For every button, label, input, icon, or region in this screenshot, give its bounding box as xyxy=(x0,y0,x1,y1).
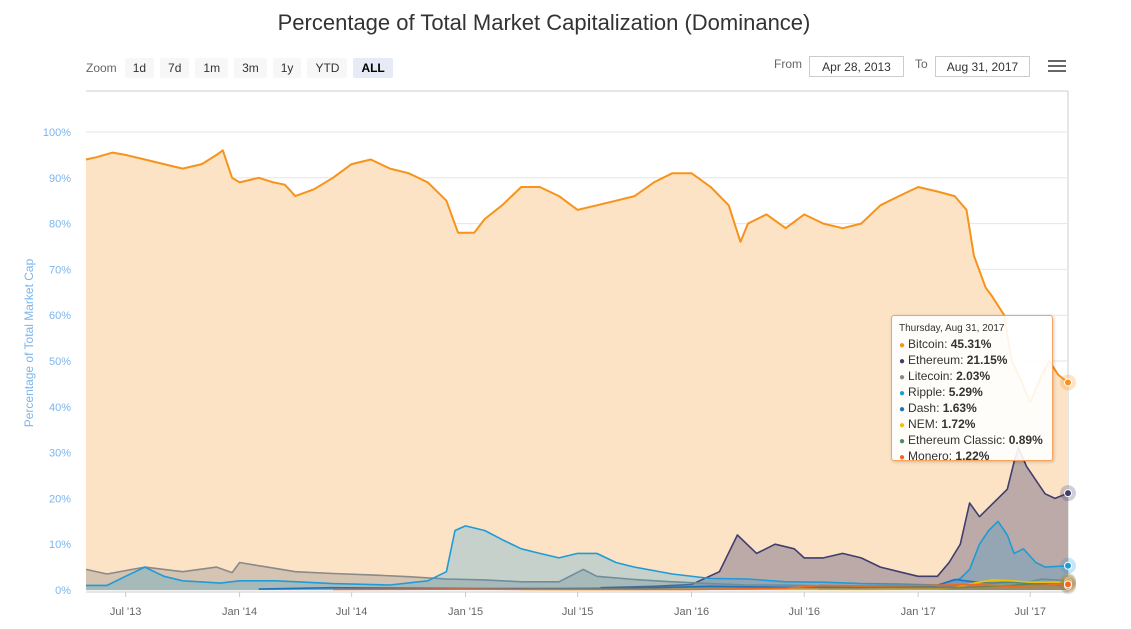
series-area-ripple xyxy=(86,521,1068,590)
x-tick-label: Jan '15 xyxy=(448,606,483,618)
tooltip: Thursday, Aug 31, 2017 ● Bitcoin: 45.31% … xyxy=(891,315,1053,463)
bullet-icon: ● xyxy=(899,452,906,463)
tooltip-row-ethereum-classic: ● Ethereum Classic: 0.89% xyxy=(899,433,1043,447)
y-tick-label: 100% xyxy=(43,127,71,139)
chart-menu-icon[interactable] xyxy=(1048,60,1066,76)
from-label: From xyxy=(774,57,802,71)
zoom-bar: Zoom 1d 7d 1m 3m 1y YTD ALL xyxy=(86,57,393,79)
y-tick-label: 60% xyxy=(49,310,71,322)
hover-point-bitcoin xyxy=(1064,378,1072,387)
zoom-label: Zoom xyxy=(86,61,117,75)
tooltip-row-bitcoin: ● Bitcoin: 45.31% xyxy=(899,337,992,351)
series-line-bitcoin xyxy=(85,149,1069,404)
tooltip-row-dash: ● Dash: 1.63% xyxy=(899,401,977,415)
y-tick-label: 0% xyxy=(55,585,71,597)
zoom-1y-button[interactable]: 1y xyxy=(272,58,302,78)
y-tick-label: 50% xyxy=(49,356,71,368)
zoom-1m-button[interactable]: 1m xyxy=(195,58,229,78)
x-tick-label: Jul '16 xyxy=(789,606,820,618)
zoom-7d-button[interactable]: 7d xyxy=(160,58,190,78)
series-area-nem xyxy=(521,579,1068,590)
bullet-icon: ● xyxy=(899,340,906,351)
series-line-ripple xyxy=(86,520,1069,587)
y-tick-label: 20% xyxy=(49,493,71,505)
tooltip-row-monero: ● Monero: 1.22% xyxy=(899,449,990,463)
hover-point-ripple xyxy=(1064,561,1072,570)
zoom-all-button[interactable]: ALL xyxy=(353,58,393,78)
tooltip-row-litecoin: ● Litecoin: 2.03% xyxy=(899,369,991,383)
tooltip-row-nem: ● NEM: 1.72% xyxy=(899,417,976,431)
tooltip-row-ethereum: ● Ethereum: 21.15% xyxy=(899,353,1008,367)
x-tick-label: Jan '17 xyxy=(901,606,936,618)
y-tick-label: 30% xyxy=(49,448,71,460)
zoom-3m-button[interactable]: 3m xyxy=(234,58,267,78)
x-tick-label: Jan '16 xyxy=(674,606,709,618)
tooltip-row-ripple: ● Ripple: 5.29% xyxy=(899,385,983,399)
y-tick-label: 70% xyxy=(49,264,71,276)
y-tick-label: 10% xyxy=(49,539,71,551)
to-date-input[interactable]: Aug 31, 2017 xyxy=(935,56,1030,77)
series-line-monero xyxy=(332,583,1069,591)
x-tick-label: Jul '17 xyxy=(1015,606,1046,618)
y-tick-label: 90% xyxy=(49,173,71,185)
from-date-input[interactable]: Apr 28, 2013 xyxy=(809,56,904,77)
bullet-icon: ● xyxy=(899,436,906,447)
zoom-ytd-button[interactable]: YTD xyxy=(307,58,348,78)
series-area-ethereum-classic xyxy=(819,584,1068,590)
bullet-icon: ● xyxy=(899,372,906,383)
y-tick-label: 40% xyxy=(49,402,71,414)
bullet-icon: ● xyxy=(899,404,906,415)
hover-point-monero xyxy=(1064,580,1072,589)
bullet-icon: ● xyxy=(899,420,906,431)
bullet-icon: ● xyxy=(899,356,906,367)
tooltip-date: Thursday, Aug 31, 2017 xyxy=(899,323,1005,334)
series-area-ethereum xyxy=(600,448,1068,590)
to-label: To xyxy=(915,57,928,71)
x-tick-label: Jul '15 xyxy=(562,606,593,618)
bullet-icon: ● xyxy=(899,388,906,399)
series-area-bitcoin xyxy=(86,150,1068,591)
chart-title: Percentage of Total Market Capitalizatio… xyxy=(277,10,811,35)
x-tick-label: Jul '13 xyxy=(110,606,141,618)
x-tick-label: Jul '14 xyxy=(336,606,367,618)
y-tick-label: 80% xyxy=(49,219,71,231)
hover-point-ethereum xyxy=(1064,489,1072,498)
zoom-1d-button[interactable]: 1d xyxy=(124,58,155,78)
x-tick-label: Jan '14 xyxy=(222,606,257,618)
